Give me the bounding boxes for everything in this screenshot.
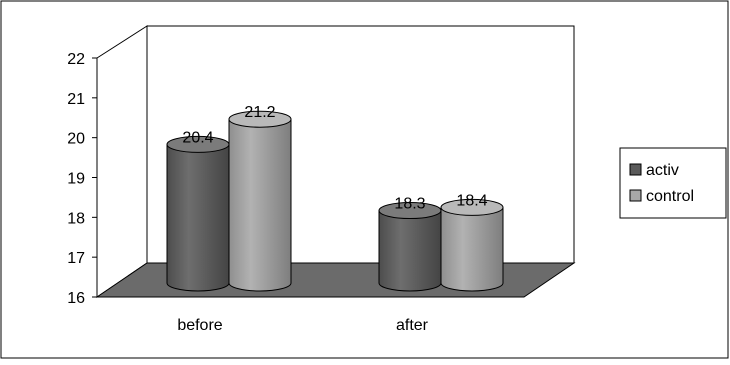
legend-swatch [629, 189, 642, 202]
y-tick-label: 19 [67, 171, 85, 188]
legend-box [619, 147, 727, 219]
y-tick-label: 17 [67, 250, 85, 267]
data-label: 21.2 [244, 104, 275, 121]
legend: activ control [619, 147, 727, 219]
y-tick-label: 22 [67, 51, 85, 68]
bar-control-after [440, 198, 504, 292]
legend-label: activ [646, 162, 679, 179]
data-label: 18.4 [456, 192, 487, 209]
bar-activ-before [166, 135, 230, 292]
y-tick-label: 18 [67, 210, 85, 227]
y-tick-label: 21 [67, 91, 85, 108]
legend-label: control [646, 188, 694, 205]
x-tick-label: after [396, 317, 429, 334]
bar-control-before [228, 110, 292, 292]
data-label: 20.4 [182, 129, 213, 146]
x-tick-label: before [177, 317, 222, 334]
bar-activ-after [378, 202, 442, 292]
data-label: 18.3 [394, 196, 425, 213]
y-tick-label: 16 [67, 290, 85, 307]
legend-swatch [629, 163, 642, 176]
side-wall [96, 25, 148, 298]
y-tick-label: 20 [67, 131, 85, 148]
